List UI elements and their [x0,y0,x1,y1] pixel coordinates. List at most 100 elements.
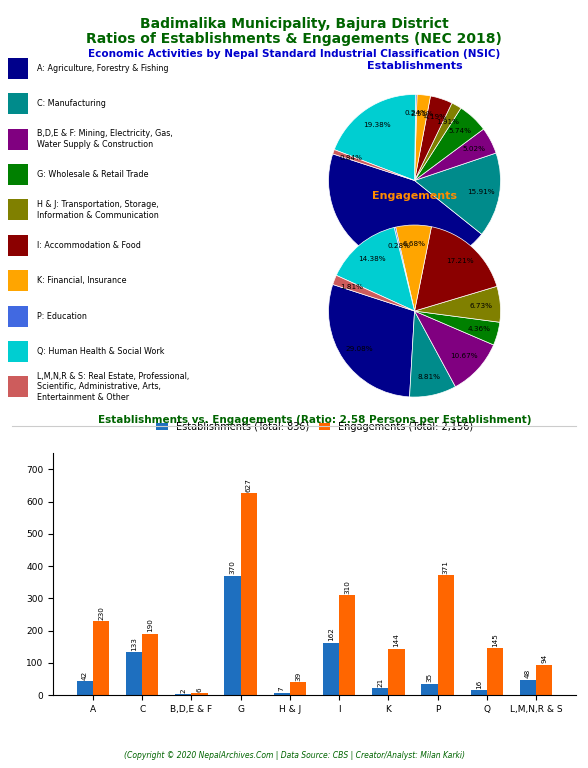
Text: 7: 7 [279,687,285,691]
Bar [471,690,487,695]
Text: L,M,N,R & S: Real Estate, Professional,
Scientific, Administrative, Arts,
Entert: L,M,N,R & S: Real Estate, Professional, … [37,372,189,402]
Bar [225,576,240,695]
Text: 145: 145 [492,633,498,647]
Bar [8,341,28,362]
Bar [8,235,28,256]
Text: I: Accommodation & Food: I: Accommodation & Food [37,241,141,250]
Text: 14.38%: 14.38% [358,257,386,263]
Text: 310: 310 [345,580,350,594]
Text: 1.81%: 1.81% [340,283,363,290]
Text: 371: 371 [443,560,449,574]
Text: 0.84%: 0.84% [340,155,363,161]
Text: 21: 21 [377,677,383,687]
Wedge shape [394,227,415,311]
Wedge shape [415,286,500,323]
Text: 230: 230 [98,606,104,620]
Text: Ratios of Establishments & Engagements (NEC 2018): Ratios of Establishments & Engagements (… [86,32,502,46]
Bar [389,649,405,695]
Wedge shape [336,227,415,311]
Title: Establishments vs. Engagements (Ratio: 2.58 Persons per Establishment): Establishments vs. Engagements (Ratio: 2… [98,415,532,425]
Text: 44.26%: 44.26% [369,237,396,243]
Bar [487,648,503,695]
Text: 1.91%: 1.91% [436,119,459,125]
Wedge shape [415,311,500,345]
Wedge shape [415,94,417,180]
Text: 6: 6 [196,687,203,692]
Bar [8,164,28,185]
Bar [520,680,536,695]
Text: 16: 16 [476,680,482,689]
Title: Establishments: Establishments [367,61,462,71]
Text: Economic Activities by Nepal Standard Industrial Classification (NSIC): Economic Activities by Nepal Standard In… [88,49,500,59]
Wedge shape [415,103,461,180]
Bar [8,200,28,220]
Wedge shape [415,94,430,180]
Text: C: Manufacturing: C: Manufacturing [37,99,106,108]
Text: 370: 370 [229,561,236,574]
Text: K: Financial, Insurance: K: Financial, Insurance [37,276,126,285]
Text: 5.02%: 5.02% [463,147,486,152]
Text: 627: 627 [246,478,252,492]
Wedge shape [415,96,452,180]
Bar [240,493,257,695]
Text: 94: 94 [542,654,547,664]
Bar [339,595,356,695]
Bar [8,94,28,114]
Text: 42: 42 [82,671,88,680]
Text: 17.21%: 17.21% [446,258,473,264]
Bar [142,634,158,695]
Bar [126,652,142,695]
Wedge shape [415,108,483,180]
Bar [8,129,28,150]
Wedge shape [329,154,482,266]
Text: 5.74%: 5.74% [449,128,472,134]
Text: 4.36%: 4.36% [467,326,491,332]
Title: Engagements: Engagements [372,191,457,201]
Text: 29.08%: 29.08% [345,346,373,352]
Bar [93,621,109,695]
Text: Badimalika Municipality, Bajura District: Badimalika Municipality, Bajura District [139,17,449,31]
Text: A: Agriculture, Forestry & Fishing: A: Agriculture, Forestry & Fishing [37,64,168,73]
Text: 133: 133 [131,637,137,650]
Text: (Copyright © 2020 NepalArchives.Com | Data Source: CBS | Creator/Analyst: Milan : (Copyright © 2020 NepalArchives.Com | Da… [123,751,465,760]
Bar [290,683,306,695]
Bar [8,376,28,397]
Text: P: Education: P: Education [37,312,87,320]
Text: 48: 48 [525,669,531,678]
Text: 8.81%: 8.81% [417,373,440,379]
Text: 19.38%: 19.38% [363,122,391,128]
Legend: Establishments (Total: 836), Engagements (Total: 2,156): Establishments (Total: 836), Engagements… [152,418,477,436]
Text: 15.91%: 15.91% [467,189,495,195]
Wedge shape [333,150,415,180]
Text: B,D,E & F: Mining, Electricity, Gas,
Water Supply & Construction: B,D,E & F: Mining, Electricity, Gas, Wat… [37,130,173,149]
Wedge shape [396,225,432,311]
Text: 0.28%: 0.28% [387,243,410,249]
Bar [8,58,28,79]
Bar [422,684,437,695]
Text: 6.68%: 6.68% [402,241,425,247]
Wedge shape [410,311,456,397]
Text: H & J: Transportation, Storage,
Information & Communication: H & J: Transportation, Storage, Informat… [37,200,159,220]
Text: 39: 39 [295,672,301,681]
Text: 2.51%: 2.51% [410,111,433,117]
Text: 4.19%: 4.19% [424,114,447,120]
Wedge shape [415,129,496,180]
Bar [536,665,553,695]
Text: 0.24%: 0.24% [405,111,427,117]
Wedge shape [333,276,415,311]
Text: 190: 190 [148,618,153,633]
Bar [76,681,93,695]
Bar [8,306,28,326]
Text: Q: Human Health & Social Work: Q: Human Health & Social Work [37,347,165,356]
Text: 162: 162 [328,627,334,641]
Text: G: Wholesale & Retail Trade: G: Wholesale & Retail Trade [37,170,148,179]
Wedge shape [415,311,493,387]
Bar [437,575,454,695]
Wedge shape [415,227,497,311]
Bar [273,693,290,695]
Text: 35: 35 [426,674,433,683]
Bar [323,643,339,695]
Bar [372,688,389,695]
Wedge shape [415,153,500,234]
Text: 144: 144 [393,634,400,647]
